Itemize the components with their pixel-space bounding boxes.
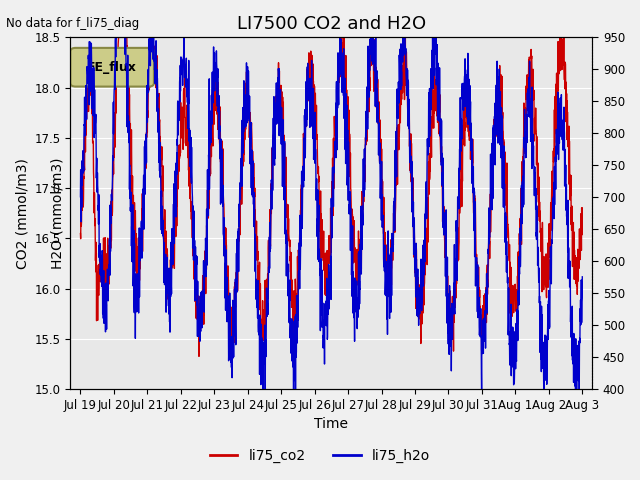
Y-axis label: CO2 (mmol/m3): CO2 (mmol/m3)	[15, 158, 29, 269]
Y-axis label: H2O (mmol/m3): H2O (mmol/m3)	[51, 157, 65, 269]
X-axis label: Time: Time	[314, 418, 348, 432]
Title: LI7500 CO2 and H2O: LI7500 CO2 and H2O	[237, 15, 426, 33]
Legend: li75_co2, li75_h2o: li75_co2, li75_h2o	[204, 443, 436, 468]
FancyBboxPatch shape	[70, 48, 154, 86]
Text: No data for f_li75_diag: No data for f_li75_diag	[6, 17, 140, 30]
Text: EE_flux: EE_flux	[87, 61, 137, 74]
